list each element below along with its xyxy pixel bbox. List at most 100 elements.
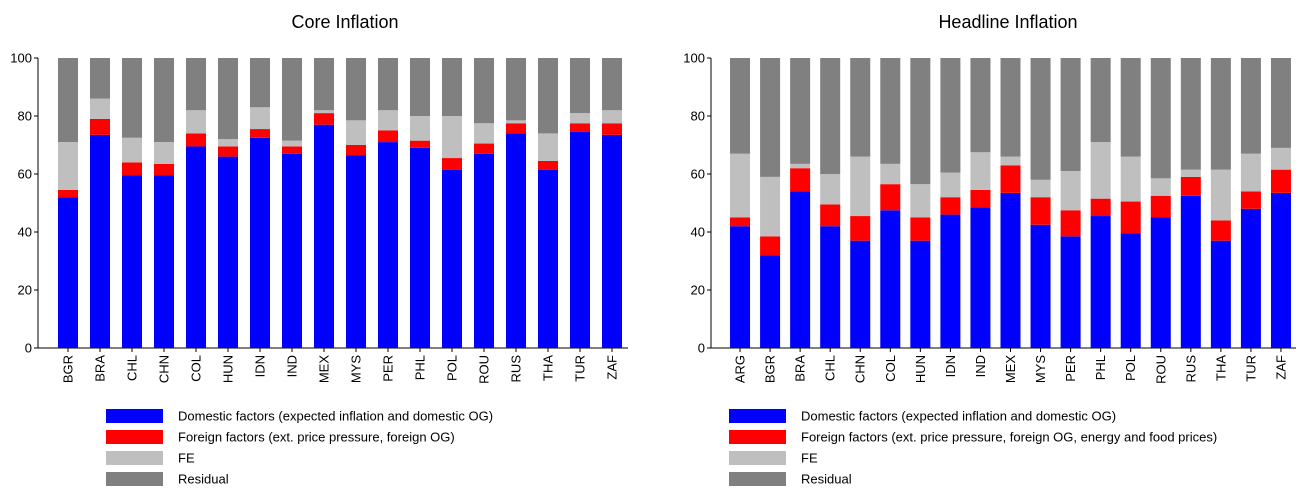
bar-segment — [570, 131, 590, 348]
x-tick-label: RUS — [509, 355, 524, 383]
bar-segment — [506, 123, 526, 134]
bar-segment — [1240, 191, 1261, 209]
chart-title: Core Inflation — [291, 12, 398, 32]
bar-segment — [1060, 236, 1081, 348]
bar-segment — [850, 216, 871, 241]
bar-segment — [1120, 201, 1141, 234]
x-tick-label: IDN — [943, 355, 958, 377]
bar-segment — [442, 169, 462, 348]
bar-segment — [1120, 156, 1141, 202]
bar-segment — [218, 156, 238, 348]
x-tick-label: PHL — [413, 355, 428, 380]
bar-segment — [1240, 208, 1261, 348]
x-tick-label: HUN — [221, 355, 236, 383]
bar-segment — [1000, 156, 1021, 166]
x-tick-label: MEX — [1003, 355, 1018, 384]
bar-segment — [1210, 240, 1231, 348]
bar-segment — [940, 197, 961, 215]
x-tick-label: COL — [189, 355, 204, 382]
bar-segment — [378, 130, 398, 143]
x-tick-label: CHL — [125, 355, 140, 381]
x-tick-label: PER — [1063, 355, 1078, 382]
bar-segment — [218, 146, 238, 157]
x-tick-label: CHN — [853, 355, 868, 383]
bar-segment — [820, 58, 841, 174]
bar-segment — [538, 160, 558, 170]
bar-segment — [1120, 233, 1141, 348]
bar-segment — [1150, 217, 1171, 348]
legend-label: Domestic factors (expected inflation and… — [178, 409, 493, 424]
legend-swatch — [729, 430, 786, 444]
bar-segment — [1150, 178, 1171, 196]
x-tick-label: TUR — [573, 355, 588, 382]
bar-segment — [186, 133, 206, 147]
bar-segment — [1090, 216, 1111, 348]
bar-segment — [90, 134, 110, 348]
bar-segment — [282, 58, 302, 141]
bar-segment — [1000, 165, 1021, 193]
legend-label: Foreign factors (ext. price pressure, fo… — [178, 430, 455, 445]
bar-segment — [154, 163, 174, 176]
bar-segment — [1060, 171, 1081, 211]
bar-segment — [820, 226, 841, 348]
bar-segment — [970, 58, 991, 153]
bar-segment — [602, 123, 622, 135]
bar-segment — [506, 133, 526, 348]
legend-label: Domestic factors (expected inflation and… — [801, 409, 1116, 424]
bar-segment — [602, 58, 622, 111]
bar-segment — [122, 175, 142, 348]
y-tick-label: 80 — [691, 109, 705, 124]
chart-title: Headline Inflation — [938, 12, 1077, 32]
bar-segment — [346, 58, 366, 121]
bar-segment — [442, 158, 462, 170]
bar-segment — [730, 153, 751, 218]
bar-segment — [1060, 210, 1081, 237]
bar-segment — [154, 142, 174, 164]
bar-segment — [1270, 147, 1291, 170]
bar-segment — [122, 162, 142, 176]
bar-segment — [346, 155, 366, 348]
x-tick-label: IND — [285, 355, 300, 377]
legend-label: FE — [178, 451, 195, 466]
y-tick-label: 60 — [18, 167, 32, 182]
core-inflation-chart: Core Inflation 0 20 40 60 80 100 BGR BRA CHL CHN CO… — [10, 12, 628, 487]
legend-swatch — [106, 451, 163, 465]
bar-segment — [790, 168, 811, 192]
x-tick-label: MEX — [317, 355, 332, 384]
y-tick-label: 80 — [18, 109, 32, 124]
bar-segment — [910, 184, 931, 218]
bar-segment — [410, 140, 430, 148]
bar-segment — [1210, 169, 1231, 221]
x-tick-label: ROU — [477, 355, 492, 384]
x-tick-label: ZAF — [1273, 355, 1288, 380]
y-tick-label: 40 — [691, 225, 705, 240]
bar-segment — [1180, 58, 1201, 170]
bar-segment — [1150, 58, 1171, 179]
y-tick-label: 20 — [691, 283, 705, 298]
legend-label: FE — [801, 451, 818, 466]
bar-segment — [506, 120, 526, 124]
bar-segment — [1240, 58, 1261, 154]
x-tick-label: RUS — [1183, 355, 1198, 383]
bar-segment — [58, 189, 78, 198]
bar-segment — [730, 226, 751, 348]
bar-segment — [58, 58, 78, 143]
x-tick-label: HUN — [913, 355, 928, 383]
bar-segment — [282, 140, 302, 147]
bar-segment — [90, 98, 110, 119]
bar-segment — [250, 107, 270, 130]
bar-segment — [1270, 58, 1291, 148]
bar-segment — [970, 189, 991, 208]
bar-segment — [940, 58, 961, 173]
bar-segment — [1090, 142, 1111, 199]
bar-segment — [850, 156, 871, 217]
bar-segment — [1150, 195, 1171, 218]
bar-segment — [602, 110, 622, 124]
bar-segment — [1270, 192, 1291, 348]
x-tick-label: PER — [381, 355, 396, 382]
bar-segment — [880, 163, 901, 185]
bar-segment — [122, 137, 142, 163]
bar-segment — [880, 210, 901, 348]
bar-segment — [314, 124, 334, 348]
bar-segment — [1180, 169, 1201, 177]
